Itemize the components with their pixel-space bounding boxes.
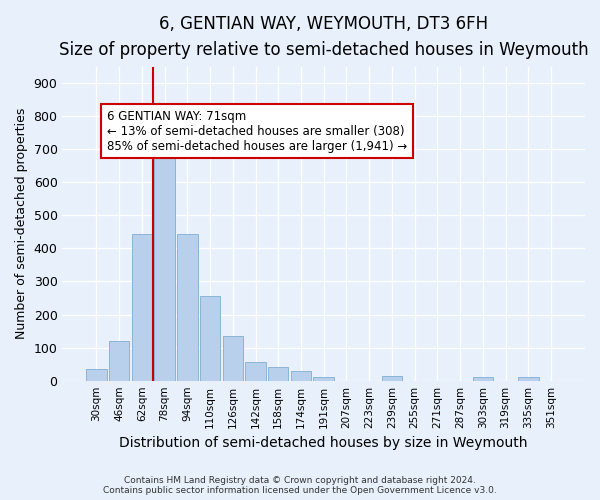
Bar	[518, 378, 539, 380]
Bar	[131, 234, 152, 380]
Bar	[268, 368, 289, 380]
Title: 6, GENTIAN WAY, WEYMOUTH, DT3 6FH
Size of property relative to semi-detached hou: 6, GENTIAN WAY, WEYMOUTH, DT3 6FH Size o…	[59, 15, 589, 60]
Bar	[313, 378, 334, 380]
Bar	[223, 336, 243, 380]
Bar	[177, 234, 197, 380]
Bar	[200, 296, 220, 380]
Text: Contains HM Land Registry data © Crown copyright and database right 2024.
Contai: Contains HM Land Registry data © Crown c…	[103, 476, 497, 495]
Bar	[291, 371, 311, 380]
Bar	[154, 146, 175, 380]
Bar	[245, 362, 266, 380]
Text: 6 GENTIAN WAY: 71sqm
← 13% of semi-detached houses are smaller (308)
85% of semi: 6 GENTIAN WAY: 71sqm ← 13% of semi-detac…	[107, 110, 407, 152]
Bar	[473, 378, 493, 380]
Bar	[382, 376, 402, 380]
Bar	[109, 341, 130, 380]
Y-axis label: Number of semi-detached properties: Number of semi-detached properties	[15, 108, 28, 340]
X-axis label: Distribution of semi-detached houses by size in Weymouth: Distribution of semi-detached houses by …	[119, 436, 528, 450]
Bar	[86, 369, 107, 380]
